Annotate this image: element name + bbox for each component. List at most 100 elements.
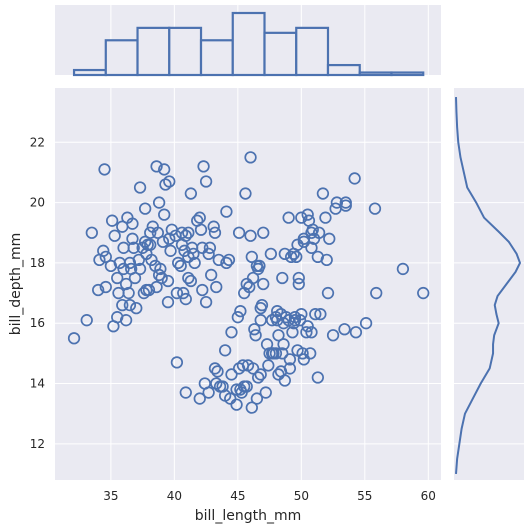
data-point [220,256,233,270]
data-point [291,344,304,357]
data-point [245,250,258,264]
data-point [150,160,163,173]
data-point [269,311,283,324]
data-point [208,362,222,375]
data-point [257,226,270,239]
data-point [239,187,252,200]
data-point [142,283,156,297]
x-axis-label: bill_length_mm [195,508,301,524]
data-point [252,371,265,384]
data-point [128,271,142,285]
data-point [285,250,298,264]
data-point [144,238,157,251]
data-point [316,187,330,200]
data-point [218,344,232,357]
histogram-bar [168,26,203,77]
right-marginal-gridlines [454,141,524,445]
data-point [254,368,267,381]
data-point [80,314,93,327]
data-point [244,151,257,164]
x-tick-label: 40 [167,489,182,503]
data-point [240,380,253,393]
data-point [290,250,303,264]
data-point [179,292,192,306]
x-tick-label: 55 [357,489,372,503]
data-point [338,323,351,336]
data-point [126,217,139,230]
data-point [320,253,333,267]
data-point [278,247,291,260]
y-tick-label: 22 [30,135,45,149]
data-point [250,392,264,405]
y-tick-label: 20 [30,196,45,210]
data-point [297,353,311,366]
data-point [348,172,361,185]
data-point [161,274,175,288]
y-tick-labels: 12 14 16 18 20 22 [30,135,45,451]
scatter-gridlines [55,88,441,480]
data-point [271,304,284,318]
data-point [292,277,305,291]
data-point [282,211,295,224]
data-point [127,241,140,254]
data-point [265,314,279,327]
data-point [216,380,229,393]
data-point [396,262,410,276]
data-point [276,347,289,360]
data-point [288,311,302,324]
data-point [210,280,223,294]
y-tick-label: 14 [30,377,45,391]
data-point [184,274,198,288]
histogram-bar [326,63,361,77]
data-point [98,163,111,176]
data-point [295,211,308,224]
data-point [311,371,324,384]
data-point [417,286,430,300]
y-tick-label: 18 [30,256,45,270]
data-point [220,205,233,218]
data-point [177,286,190,300]
data-point [240,277,253,291]
data-point [199,295,213,309]
data-point [305,326,318,339]
x-tick-label: 45 [230,489,245,503]
x-tick-labels: 35 40 45 50 55 60 [103,489,436,503]
data-point [122,286,135,300]
data-point [182,271,195,285]
data-point [161,295,175,309]
data-point [231,311,244,324]
scatter-points [67,151,430,414]
data-point [234,304,247,318]
data-point [92,283,105,297]
data-point [297,235,311,248]
data-point [249,329,262,342]
data-point [159,178,172,191]
data-point [133,262,147,276]
data-point [193,211,206,224]
histogram-bar [263,31,298,77]
data-point [164,244,177,257]
data-point [225,326,238,339]
data-point [196,283,209,297]
data-point [264,247,278,260]
histogram-bar [199,39,234,77]
data-point [202,247,215,260]
x-tick-label: 60 [421,489,436,503]
data-point [193,392,206,405]
data-point [130,301,143,315]
y-tick-label: 12 [30,437,45,451]
histogram-bar [136,26,171,77]
scatter-plot-area: 35 40 45 50 55 60 12 14 16 18 20 22 bill_length_mm… [8,88,441,524]
data-point [224,392,237,405]
data-point [287,247,300,260]
data-point [254,301,267,315]
data-point [252,262,265,276]
histogram-bar [390,71,425,77]
data-point [158,163,171,176]
data-point [300,326,313,339]
data-point [370,286,383,300]
data-point [305,241,318,254]
y-tick-label: 16 [30,316,45,330]
data-point [203,241,217,254]
